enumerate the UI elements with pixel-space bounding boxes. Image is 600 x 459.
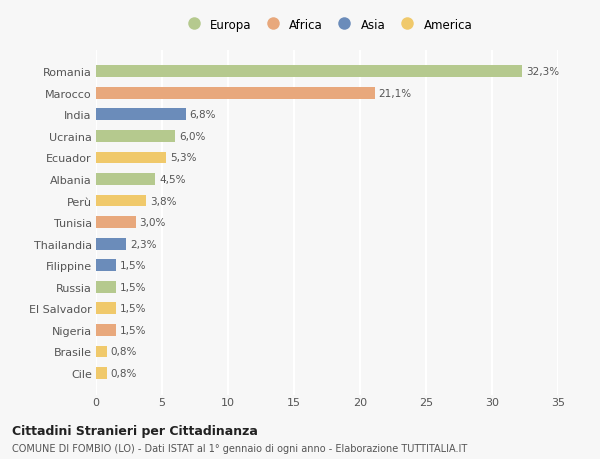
Text: 0,8%: 0,8% (110, 347, 137, 357)
Bar (96, 88, 374, 100)
Bar (96, 109, 186, 121)
Text: 6,8%: 6,8% (190, 110, 216, 120)
Bar (96, 131, 175, 142)
Text: Cittadini Stranieri per Cittadinanza: Cittadini Stranieri per Cittadinanza (12, 424, 258, 437)
Text: COMUNE DI FOMBIO (LO) - Dati ISTAT al 1° gennaio di ogni anno - Elaborazione TUT: COMUNE DI FOMBIO (LO) - Dati ISTAT al 1°… (12, 443, 467, 453)
Bar (96, 346, 107, 358)
Bar (96, 174, 155, 185)
Text: 1,5%: 1,5% (120, 325, 146, 335)
Text: 32,3%: 32,3% (526, 67, 559, 77)
Text: 0,8%: 0,8% (110, 368, 137, 378)
Text: 5,3%: 5,3% (170, 153, 196, 163)
Bar (96, 238, 127, 250)
Text: 21,1%: 21,1% (379, 89, 412, 99)
Bar (96, 303, 116, 314)
Bar (96, 367, 107, 379)
Legend: Europa, Africa, Asia, America: Europa, Africa, Asia, America (182, 18, 472, 32)
Bar (96, 324, 116, 336)
Bar (96, 66, 523, 78)
Bar (96, 260, 116, 272)
Bar (96, 217, 136, 229)
Text: 4,5%: 4,5% (160, 174, 186, 185)
Text: 2,3%: 2,3% (130, 239, 157, 249)
Text: 1,5%: 1,5% (120, 304, 146, 313)
Bar (96, 152, 166, 164)
Bar (96, 195, 146, 207)
Text: 3,8%: 3,8% (150, 196, 176, 206)
Text: 6,0%: 6,0% (179, 132, 206, 141)
Text: 1,5%: 1,5% (120, 282, 146, 292)
Bar (96, 281, 116, 293)
Text: 1,5%: 1,5% (120, 261, 146, 271)
Text: 3,0%: 3,0% (140, 218, 166, 228)
